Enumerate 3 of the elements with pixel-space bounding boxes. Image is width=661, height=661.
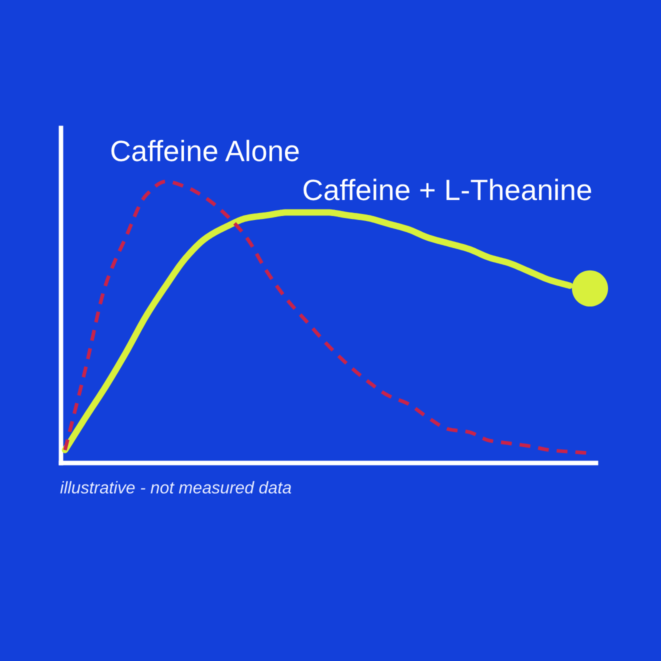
series-label: Caffeine Alone xyxy=(111,140,299,162)
series-label: Caffeine + L-Theanine xyxy=(304,178,592,200)
text: illustrative - not measured data xyxy=(60,481,292,494)
